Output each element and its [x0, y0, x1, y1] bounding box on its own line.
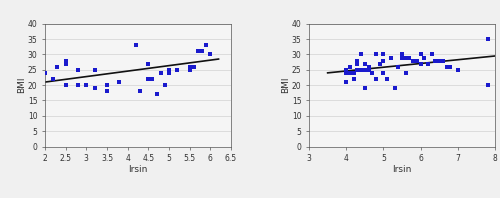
- Point: [406, 56, 413, 59]
- Point: [354, 59, 362, 62]
- Point: [62, 59, 70, 62]
- Point: [446, 65, 454, 68]
- Point: [90, 87, 98, 90]
- Point: [372, 77, 380, 81]
- Point: [361, 68, 369, 71]
- Point: [424, 62, 432, 65]
- Point: [62, 84, 70, 87]
- Point: [354, 62, 362, 65]
- Point: [186, 68, 194, 71]
- Point: [103, 84, 111, 87]
- X-axis label: Irsin: Irsin: [392, 165, 411, 174]
- Point: [380, 59, 388, 62]
- Point: [173, 68, 181, 71]
- Point: [364, 68, 372, 71]
- Point: [50, 77, 58, 81]
- Point: [390, 87, 398, 90]
- Point: [398, 53, 406, 56]
- Point: [148, 77, 156, 81]
- Point: [387, 56, 395, 59]
- Point: [357, 68, 365, 71]
- Point: [156, 71, 164, 74]
- Point: [439, 59, 447, 62]
- Point: [402, 71, 409, 74]
- Point: [357, 53, 365, 56]
- Point: [394, 65, 402, 68]
- Point: [383, 77, 391, 81]
- Point: [41, 71, 49, 74]
- Point: [161, 84, 169, 87]
- Point: [116, 80, 124, 84]
- Point: [342, 71, 350, 74]
- Point: [454, 68, 462, 71]
- Point: [484, 84, 492, 87]
- Point: [484, 37, 492, 41]
- Point: [380, 71, 388, 74]
- X-axis label: Irsin: Irsin: [128, 165, 148, 174]
- Point: [202, 44, 210, 47]
- Point: [144, 77, 152, 81]
- Point: [194, 50, 202, 53]
- Point: [364, 65, 372, 68]
- Point: [136, 90, 144, 93]
- Point: [350, 77, 358, 81]
- Point: [103, 90, 111, 93]
- Point: [416, 62, 424, 65]
- Point: [190, 65, 198, 68]
- Point: [198, 50, 206, 53]
- Point: [409, 59, 417, 62]
- Point: [152, 93, 160, 96]
- Point: [144, 77, 152, 81]
- Point: [428, 53, 436, 56]
- Point: [380, 53, 388, 56]
- Point: [132, 44, 140, 47]
- Point: [342, 80, 350, 84]
- Point: [398, 56, 406, 59]
- Point: [62, 62, 70, 65]
- Point: [402, 56, 409, 59]
- Point: [82, 84, 90, 87]
- Point: [442, 65, 450, 68]
- Point: [74, 84, 82, 87]
- Point: [432, 59, 440, 62]
- Point: [206, 53, 214, 56]
- Point: [346, 65, 354, 68]
- Point: [420, 56, 428, 59]
- Point: [435, 59, 443, 62]
- Point: [74, 84, 82, 87]
- Y-axis label: BMI: BMI: [17, 77, 26, 93]
- Point: [342, 68, 350, 71]
- Point: [144, 62, 152, 65]
- Point: [346, 71, 354, 74]
- Point: [165, 68, 173, 71]
- Point: [361, 62, 369, 65]
- Point: [372, 53, 380, 56]
- Point: [376, 62, 384, 65]
- Point: [413, 59, 421, 62]
- Point: [354, 68, 362, 71]
- Point: [165, 71, 173, 74]
- Point: [361, 87, 369, 90]
- Point: [74, 68, 82, 71]
- Point: [54, 65, 62, 68]
- Point: [416, 53, 424, 56]
- Y-axis label: BMI: BMI: [282, 77, 290, 93]
- Point: [350, 71, 358, 74]
- Point: [186, 65, 194, 68]
- Point: [368, 71, 376, 74]
- Point: [90, 68, 98, 71]
